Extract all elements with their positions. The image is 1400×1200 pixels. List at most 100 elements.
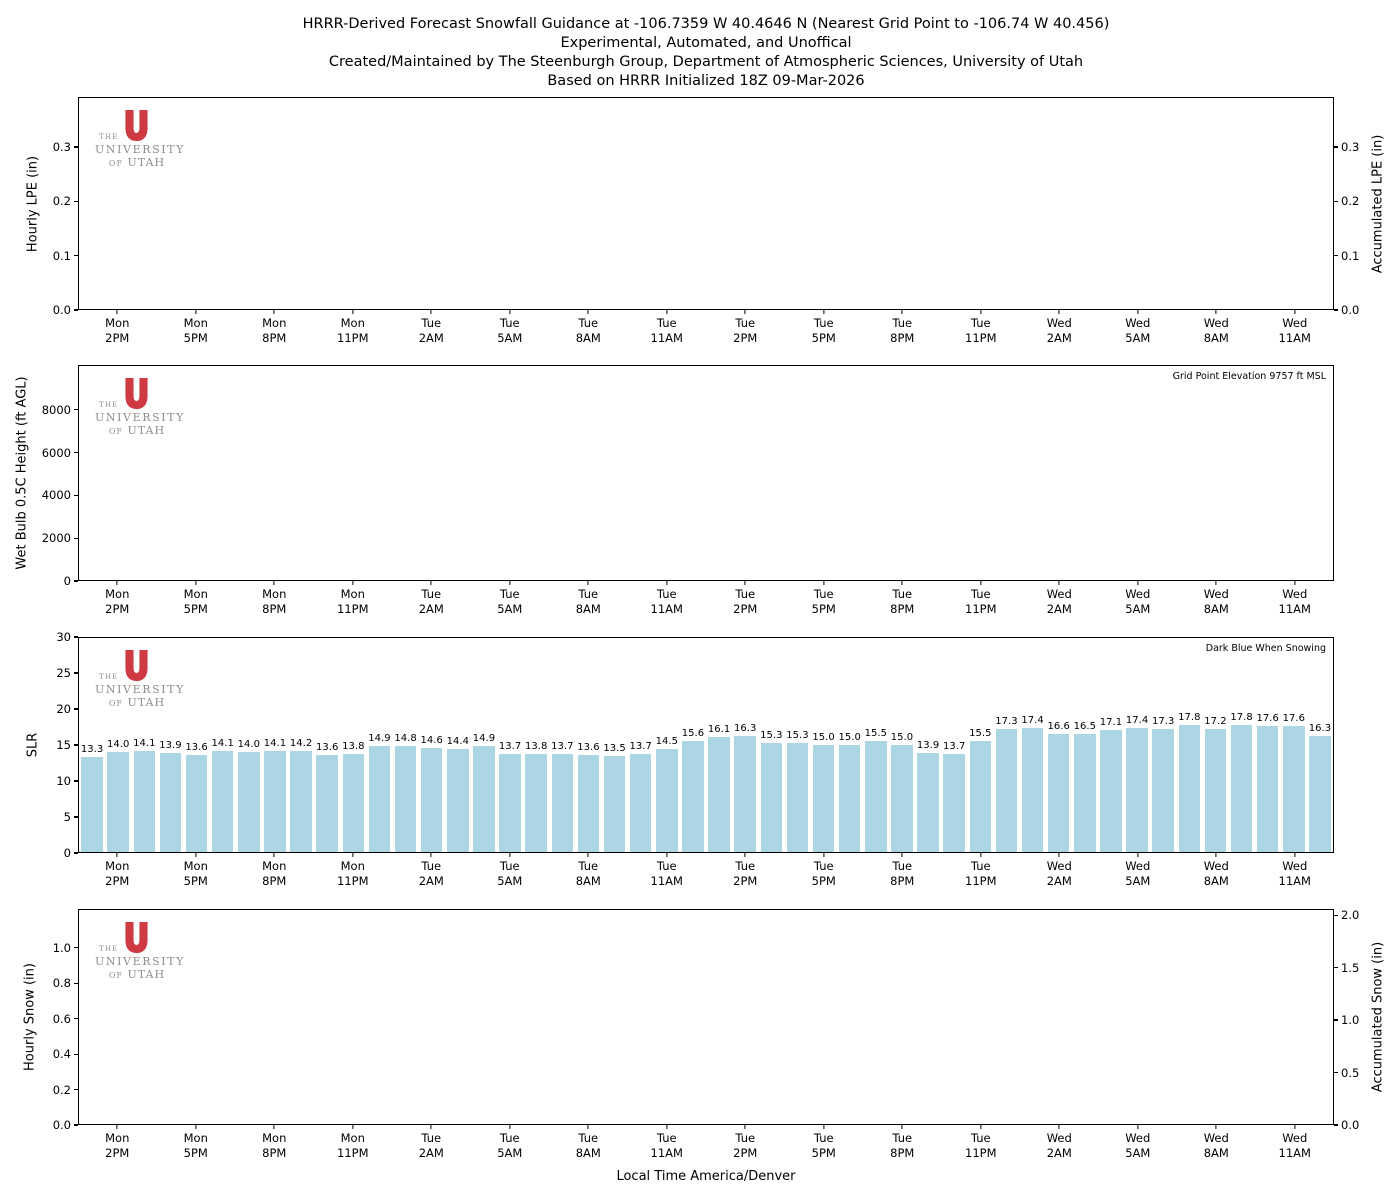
y-tick [74,708,78,710]
x-tick-time: 11AM [650,1146,683,1160]
y-tick [74,852,78,854]
x-tick [587,1125,589,1129]
x-tick-label: Tue 2PM [733,316,757,346]
bar-slot: 13.5 [602,638,628,852]
x-tick [116,1125,118,1129]
x-tick-label: Tue 11AM [651,587,683,617]
x-tick-time: 8AM [1203,874,1229,888]
x-tick-label: Tue 11PM [965,316,997,346]
x-tick-label: Tue 8AM [576,587,601,617]
y-tick [74,816,78,818]
x-tick-time: 5AM [1125,1146,1151,1160]
x-tick-day: Mon [105,859,130,873]
bar-slot: 16.5 [1072,638,1098,852]
x-tick-label: Wed 5AM [1125,587,1150,617]
x-tick [116,853,118,857]
y-tick [1334,1071,1338,1074]
x-tick-day: Tue [421,316,442,330]
logo-of-utah-label: OF UTAH [108,696,166,709]
x-tick-label: Tue 8AM [576,859,601,889]
bar-value-label: 14.9 [368,732,391,744]
x-tick-day: Tue [735,587,756,601]
x-tick-time: 8AM [1203,602,1229,616]
bar-slot: 13.9 [157,638,183,852]
x-tick [823,1125,825,1129]
x-tick-label: Wed 5AM [1125,1131,1150,1161]
x-tick-time: 2AM [418,331,444,345]
slr-bar [1100,730,1122,852]
figure-title: HRRR-Derived Forecast Snowfall Guidance … [6,15,1400,91]
x-tick-day: Mon [183,859,208,873]
logo-of-utah-label: OF UTAH [108,156,166,169]
x-tick-label: Tue 5AM [497,1131,522,1161]
x-tick-day: Wed [1203,859,1229,873]
x-tick-label: Tue 8PM [890,316,914,346]
x-tick-time: 2PM [105,602,130,616]
bar-value-label: 13.9 [159,739,182,751]
x-tick-label: Mon 5PM [184,587,208,617]
y-tick-label: 4000 [41,488,71,503]
bar-slot: 17.8 [1229,638,1255,852]
x-tick-label: Mon 11PM [337,316,369,346]
slr-bar [133,751,155,852]
bar-slot: 17.1 [1098,638,1124,852]
logo-the-label: THE [99,673,119,681]
x-tick [666,1125,668,1129]
x-tick-label: Tue 8PM [890,859,914,889]
x-tick-label: Tue 5AM [497,587,522,617]
x-tick [666,853,668,857]
x-tick-day: Wed [1203,587,1229,601]
title-line-3: Created/Maintained by The Steenburgh Gro… [328,54,1084,70]
bar-value-label: 14.1 [133,738,156,750]
bar-slot: 13.9 [915,638,941,852]
x-tick-time: 5AM [1125,331,1151,345]
x-tick-label: Wed 11AM [1279,587,1311,617]
bar-value-label: 16.1 [707,724,731,736]
slr-bar [290,750,312,852]
slr-bar [708,737,730,852]
x-tick-label: Tue 5AM [497,859,522,889]
x-tick-time: 11AM [1278,331,1311,345]
bar-slot: 17.4 [1124,638,1150,852]
bar-slot: 14.8 [393,638,419,852]
x-tick [823,310,825,314]
ylabel-accumulated-lpe: Accumulated LPE (in) [1370,134,1386,273]
slr-bar [995,728,1018,852]
x-tick-time: 11AM [1278,874,1311,888]
bar-value-label: 17.6 [1256,713,1279,725]
x-tick-time: 8PM [262,874,287,888]
x-tick-label: Tue 11AM [651,316,683,346]
slr-bar [238,752,260,852]
slr-bar [969,741,991,852]
x-tick-day: Wed [1046,587,1072,601]
slr-bar [1126,727,1148,852]
y-tick-label: 0.1 [1341,248,1360,263]
slr-bar [1152,728,1174,852]
bar-value-label: 17.4 [1125,714,1149,726]
x-tick-time: 11AM [1278,602,1311,616]
x-tick-time: 2AM [418,602,444,616]
bar-slot: 15.0 [837,638,863,852]
x-tick [1137,310,1139,314]
y-tick [1334,1124,1338,1126]
x-tick [430,581,432,585]
logo-of-utah-label: OF UTAH [108,968,166,981]
x-tick [980,1125,982,1129]
logo-the-label: THE [99,133,119,141]
x-tick [980,310,982,314]
bar-value-label: 13.7 [943,741,966,753]
x-tick-time: 2PM [733,1146,758,1160]
x-tick-label: Tue 5PM [812,587,836,617]
y-tick [1334,967,1338,969]
x-tick-time: 5PM [811,874,836,888]
bar-value-label: 16.6 [1047,720,1070,732]
x-tick-time: 2PM [733,602,758,616]
bar-slot: 14.5 [654,638,680,852]
x-tick-day: Wed [1125,587,1151,601]
x-tick-time: 2PM [733,331,758,345]
bar-slot: 13.6 [575,638,601,852]
x-tick [1058,581,1060,585]
x-tick-day: Mon [183,316,208,330]
university-of-utah-logo: THE UNIVERSITY OF UTAH [95,110,183,174]
x-tick-label: Mon 8PM [262,859,286,889]
